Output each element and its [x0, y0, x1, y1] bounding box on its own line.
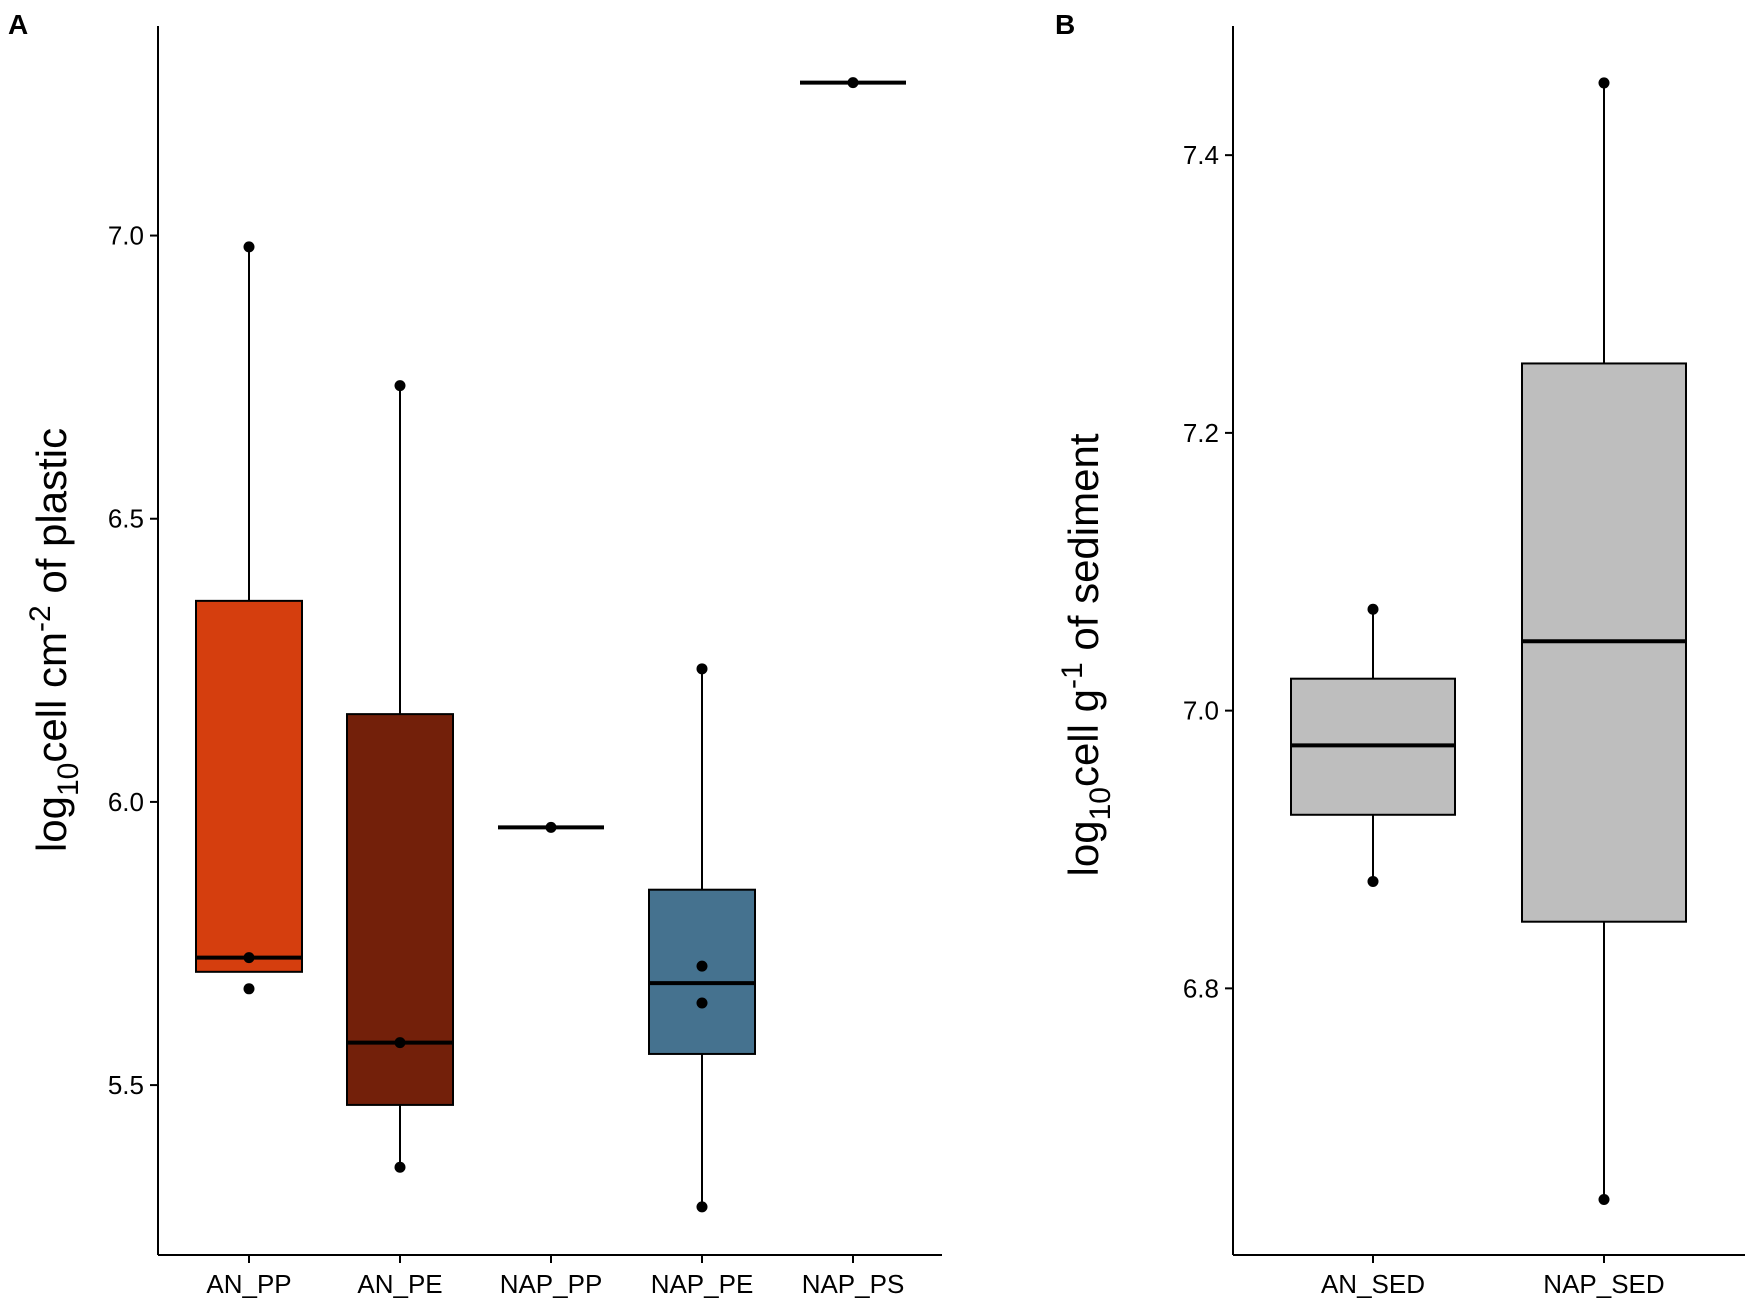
panel-a-x-ticks: AN_PP AN_PE NAP_PP NAP_PE NAP_PS: [206, 1255, 904, 1299]
panel-a-y-axis-title: log10cell cm-2 of plastic: [24, 428, 85, 852]
panel-a-x-tick-label: AN_PE: [357, 1269, 442, 1299]
panel-a-box-nap_pe: [648, 663, 756, 1213]
box-iqr: [648, 888, 756, 1055]
panel-a-box-an_pp: [195, 241, 303, 995]
box-iqr: [195, 599, 303, 973]
panel-a-x-tick-label: NAP_PS: [802, 1269, 905, 1299]
panel-a-y-tick-label: 5.5: [108, 1070, 144, 1100]
data-point: [696, 997, 708, 1009]
data-point: [394, 1161, 406, 1173]
panel-b-y-tick-label: 7.0: [1183, 696, 1219, 726]
panel-b-y-ticks: 6.8 7.0 7.2 7.4: [1183, 140, 1233, 1003]
data-point: [1367, 603, 1379, 615]
data-point: [243, 241, 255, 253]
panel-b-y-tick-label: 7.4: [1183, 140, 1219, 170]
panel-a-box-nap_pp: [498, 821, 604, 833]
panel-a-boxes: [195, 77, 906, 1213]
data-point: [1598, 1193, 1610, 1205]
panel-b-box-an_sed: [1290, 603, 1456, 887]
panel-b-boxes: [1290, 77, 1687, 1205]
panel-a-x-tick-label: NAP_PP: [500, 1269, 603, 1299]
panel-b-label: B: [1055, 9, 1075, 40]
panel-b-x-ticks: AN_SED NAP_SED: [1321, 1255, 1665, 1299]
panel-b-x-tick-label: NAP_SED: [1543, 1269, 1664, 1299]
data-point: [696, 960, 708, 972]
data-point: [243, 983, 255, 995]
panel-b-box-nap_sed: [1521, 77, 1687, 1205]
data-point: [394, 380, 406, 392]
panel-a-x-tick-label: AN_PP: [206, 1269, 291, 1299]
panel-b-x-tick-label: AN_SED: [1321, 1269, 1425, 1299]
panel-a-y-tick-label: 6.0: [108, 787, 144, 817]
panel-b-y-tick-label: 7.2: [1183, 418, 1219, 448]
data-point: [243, 952, 255, 964]
data-point: [696, 663, 708, 675]
panel-a-box-an_pe: [346, 380, 454, 1173]
panel-a-box-nap_ps: [800, 77, 906, 89]
panel-a-x-tick-label: NAP_PE: [651, 1269, 754, 1299]
panel-b: B 6.8 7.0 7.2 7.4 AN_SED NAP_SED log10cell g…: [1055, 9, 1745, 1299]
data-point: [1598, 77, 1610, 89]
data-point: [847, 77, 859, 89]
panel-b-y-axis-title: log10cell g-1 of sediment: [1056, 433, 1117, 876]
panel-a-y-ticks: 5.5 6.0 6.5 7.0: [108, 221, 158, 1100]
panel-a-y-tick-label: 6.5: [108, 504, 144, 534]
panel-a-y-tick-label: 7.0: [108, 221, 144, 251]
data-point: [394, 1037, 406, 1049]
panel-a-label: A: [8, 9, 28, 40]
data-point: [696, 1201, 708, 1213]
panel-a: A 5.5 6.0 6.5 7.0 AN_PP AN_PE NAP_PP NAP_PE NAP…: [8, 9, 942, 1299]
data-point: [545, 821, 557, 833]
panel-b-y-tick-label: 6.8: [1183, 973, 1219, 1003]
data-point: [1367, 875, 1379, 887]
